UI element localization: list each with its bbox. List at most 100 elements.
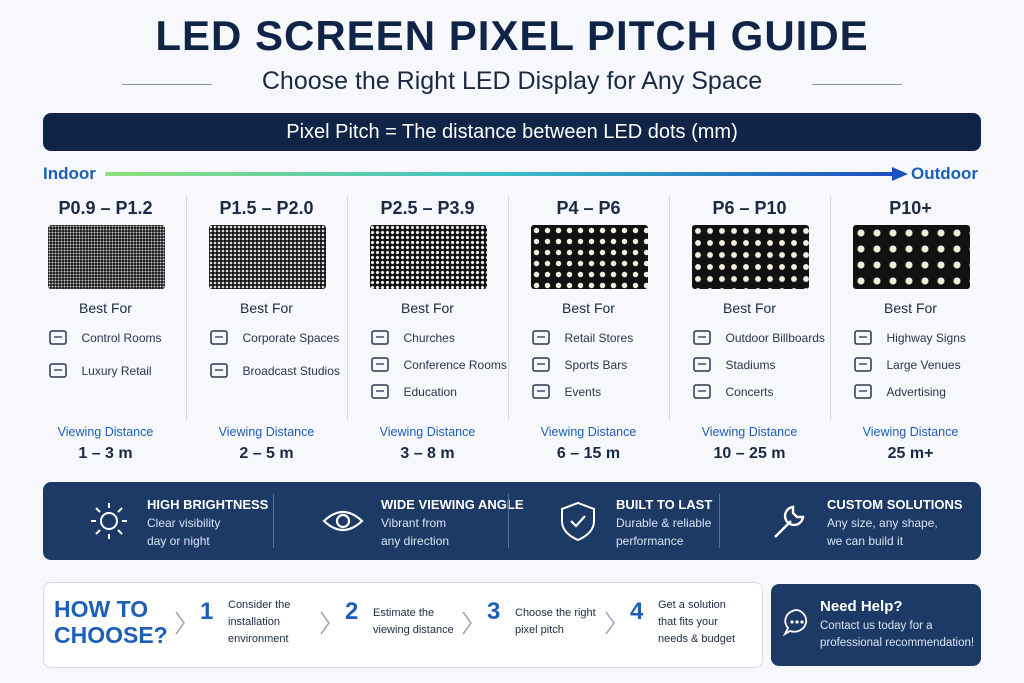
step-text: pixel pitch	[515, 624, 564, 636]
rule	[812, 84, 902, 85]
step-number: 3	[487, 598, 501, 625]
use-icon	[531, 383, 551, 401]
use-item: Stadiums	[725, 358, 776, 372]
led-panel	[852, 225, 970, 289]
help-text: Contact us today for a	[820, 620, 933, 632]
led-panel	[47, 225, 165, 289]
help-icon	[782, 607, 812, 637]
step-number: 2	[345, 598, 359, 625]
step-text: Get a solution	[658, 598, 726, 611]
feature-title: WIDE VIEWING ANGLE	[381, 497, 524, 512]
use-item: Conference Rooms	[403, 358, 507, 372]
use-icon	[692, 383, 712, 401]
best-for: Best For	[240, 300, 293, 316]
step-text: Choose the right	[515, 607, 596, 619]
step-text: installation	[228, 615, 280, 628]
step-text: Consider the	[228, 598, 291, 611]
use-item: Events	[564, 385, 602, 399]
step-number: 1	[200, 598, 214, 625]
scale-right: Outdoor	[911, 164, 979, 183]
use-item: Large Venues	[886, 358, 961, 372]
use-icon	[692, 329, 712, 347]
separator	[186, 196, 187, 420]
feature-icon	[556, 499, 600, 543]
distance-label: Viewing Distance	[379, 425, 476, 439]
divider	[508, 494, 509, 548]
led-panel	[369, 225, 487, 289]
feature-text: any direction	[381, 534, 450, 548]
use-item: Corporate Spaces	[242, 331, 340, 345]
feature-icon	[321, 499, 365, 543]
pitch: P10+	[889, 198, 932, 218]
distance-label: Viewing Distance	[218, 425, 315, 439]
divider	[719, 494, 720, 548]
pitch: P0.9 – P1.2	[58, 198, 153, 218]
use-icon	[370, 383, 390, 401]
led-panel	[208, 225, 326, 289]
step-text: viewing distance	[373, 624, 454, 636]
best-for: Best For	[401, 300, 454, 316]
use-item: Advertising	[886, 385, 946, 399]
use-icon	[531, 356, 551, 374]
distance: 25 m+	[887, 445, 934, 462]
feature-text: Any size, any shape,	[827, 516, 938, 530]
use-icon	[209, 329, 229, 347]
features-band	[43, 482, 981, 560]
chevron	[319, 610, 331, 636]
chevron	[174, 610, 186, 636]
use-icon	[48, 329, 68, 347]
divider	[273, 494, 274, 548]
use-icon	[692, 356, 712, 374]
scale-arrow	[105, 167, 908, 181]
best-for: Best For	[884, 300, 937, 316]
use-item: Churches	[403, 331, 455, 345]
feature-text: we can build it	[827, 534, 904, 548]
use-icon	[853, 383, 873, 401]
use-item: Retail Stores	[564, 331, 634, 345]
pitch: P4 – P6	[556, 198, 621, 218]
use-item: Highway Signs	[886, 331, 966, 345]
distance-label: Viewing Distance	[862, 425, 959, 439]
feature-text: Clear visibility	[147, 516, 221, 530]
chevron	[604, 610, 616, 636]
use-icon	[853, 356, 873, 374]
how-title: CHOOSE?	[54, 622, 168, 648]
how-title: HOW TO	[54, 596, 149, 622]
distance: 3 – 8 m	[400, 445, 455, 462]
step-number: 4	[630, 598, 644, 625]
how-box	[43, 582, 763, 668]
feature-text: Vibrant from	[381, 516, 447, 530]
use-icon	[370, 356, 390, 374]
feature-text: Durable & reliable	[616, 516, 712, 530]
feature-icon	[87, 499, 131, 543]
feature-text: day or night	[147, 534, 210, 548]
help-title: Need Help?	[820, 598, 903, 615]
feature-title: CUSTOM SOLUTIONS	[827, 497, 963, 512]
distance: 2 – 5 m	[239, 445, 294, 462]
use-icon	[370, 329, 390, 347]
use-item: Education	[403, 385, 457, 399]
title: LED SCREEN PIXEL PITCH GUIDE	[155, 12, 869, 59]
distance-label: Viewing Distance	[701, 425, 798, 439]
distance-label: Viewing Distance	[540, 425, 637, 439]
separator	[347, 196, 348, 420]
step-text: needs & budget	[658, 632, 736, 645]
best-for: Best For	[79, 300, 132, 316]
pitch: P6 – P10	[712, 198, 787, 218]
led-panel	[691, 225, 809, 289]
rule	[122, 84, 212, 85]
use-item: Sports Bars	[564, 358, 628, 372]
use-item: Outdoor Billboards	[725, 331, 825, 345]
separator	[830, 196, 831, 420]
best-for: Best For	[723, 300, 776, 316]
use-item: Luxury Retail	[81, 364, 152, 378]
led-panel	[530, 225, 648, 289]
banner: Pixel Pitch = The distance between LED d…	[43, 113, 981, 151]
separator	[669, 196, 670, 420]
separator	[508, 196, 509, 420]
feature-title: BUILT TO LAST	[616, 497, 713, 512]
use-icon	[531, 329, 551, 347]
step-text: environment	[228, 632, 289, 645]
best-for: Best For	[562, 300, 615, 316]
